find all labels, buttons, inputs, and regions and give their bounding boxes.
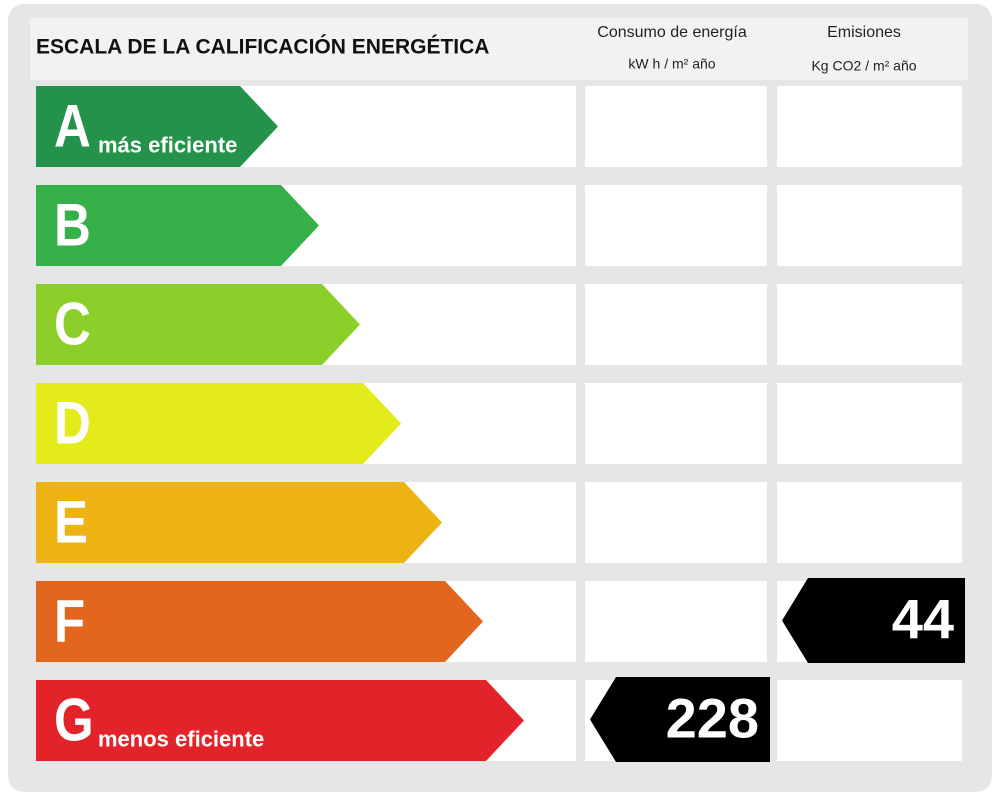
value-cell [585,482,767,563]
value-cell [585,383,767,464]
rating-letter: C [54,290,91,357]
rating-arrow [36,383,401,464]
value-cell [585,581,767,662]
value-text: 228 [666,686,759,749]
rating-letter: G [54,686,94,753]
rating-letter: D [54,389,91,456]
rating-note: menos eficiente [98,726,264,751]
column-unit: kW h / m² año [628,56,715,72]
value-cell [585,185,767,266]
column-title: Emisiones [827,24,901,41]
rating-arrow [36,185,319,266]
value-cell [777,680,962,761]
rating-arrow [36,482,442,563]
column-title: Consumo de energía [597,24,747,41]
rating-arrow [36,680,524,761]
header-band [30,18,968,80]
rating-letter: A [54,92,91,159]
value-tag [782,578,965,663]
value-cell [585,284,767,365]
rating-note: más eficiente [98,132,237,157]
value-cell [777,284,962,365]
value-cell [777,482,962,563]
value-cell [585,86,767,167]
rating-letter: B [54,191,91,258]
rating-arrow [36,581,483,662]
column-unit: Kg CO2 / m² año [811,58,916,74]
rating-arrow [36,86,278,167]
rating-letter: F [54,587,85,654]
rating-arrow [36,284,360,365]
title: ESCALA DE LA CALIFICACIÓN ENERGÉTICA [36,35,489,59]
value-text: 44 [892,587,954,650]
value-tag [590,677,770,762]
value-cell [777,383,962,464]
value-cell [777,185,962,266]
value-cell [777,86,962,167]
rating-letter: E [54,488,88,555]
